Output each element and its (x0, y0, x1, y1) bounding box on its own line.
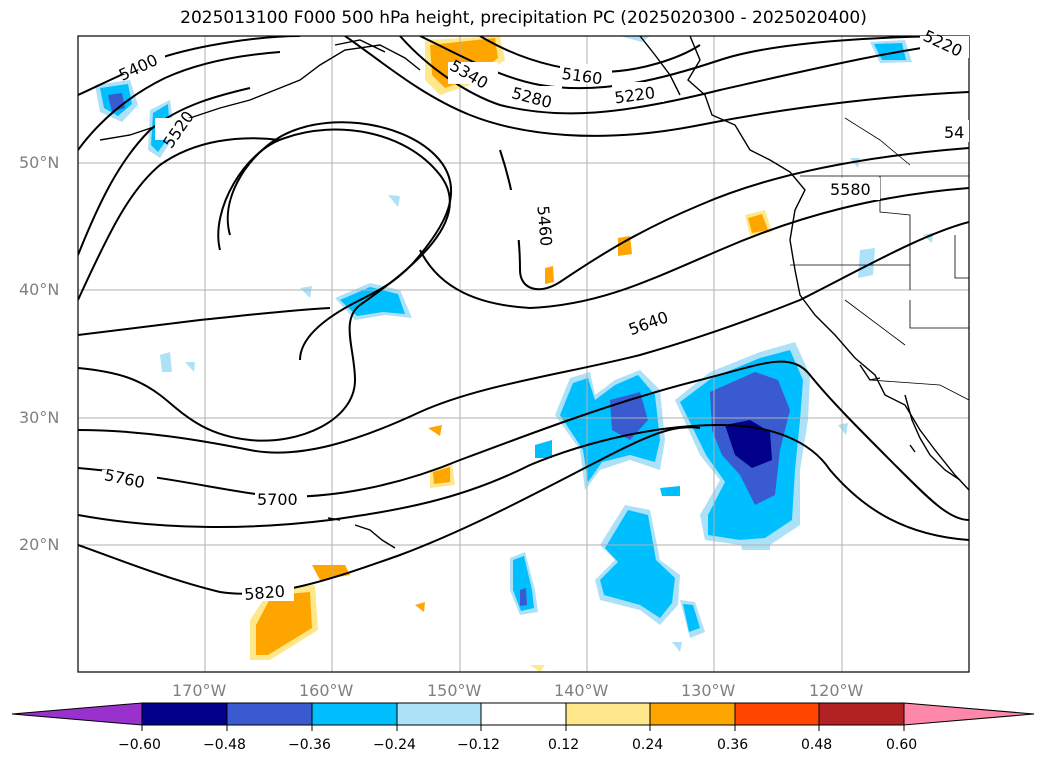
lon-label-120w: 120°W (809, 681, 864, 700)
colorbar-extend-max (903, 702, 1035, 726)
lat-label-20n: 20°N (19, 535, 60, 554)
contour-label-group: 5400 5520 5340 5280 5160 5220 5220 54 54… (102, 26, 969, 604)
graticule (78, 36, 969, 672)
precip-positive-areas (250, 36, 772, 672)
colorbar-tick-label: 0.48 (801, 737, 833, 753)
precip-negative-areas (95, 36, 933, 652)
colorbar-tick-label: 0.24 (632, 737, 664, 753)
contour-label: 5700 (257, 490, 298, 509)
contour-label: 5460 (533, 205, 555, 247)
colorbar-tick-label: −0.36 (288, 737, 331, 753)
political-boundaries (790, 117, 969, 401)
colorbar-tick-label: −0.12 (457, 737, 500, 753)
contour-label: 54 (944, 123, 964, 142)
lon-label-140w: 140°W (554, 681, 609, 700)
colorbar-tick-label: −0.60 (118, 737, 161, 753)
map-title: 2025013100 F000 500 hPa height, precipit… (180, 8, 867, 28)
map-frame (77, 35, 970, 673)
lat-label-30n: 30°N (19, 408, 60, 427)
colorbar-tick-label: 0.12 (548, 737, 580, 753)
colorbar-extend-min (11, 702, 143, 726)
colorbar-tick-label: −0.24 (373, 737, 416, 753)
colorbar-tick-label: 0.60 (886, 737, 918, 753)
lon-label-150w: 150°W (427, 681, 482, 700)
lon-label-130w: 130°W (681, 681, 736, 700)
contour-label: 5820 (243, 582, 285, 604)
lon-label-170w: 170°W (172, 681, 227, 700)
colorbar-tick-label: 0.36 (717, 737, 749, 753)
lon-label-160w: 160°W (299, 681, 354, 700)
lat-label-40n: 40°N (19, 280, 60, 299)
lat-label-50n: 50°N (19, 153, 60, 172)
colorbar (11, 702, 1035, 731)
contour-label: 5580 (830, 180, 871, 199)
colorbar-tick-label: −0.48 (203, 737, 246, 753)
